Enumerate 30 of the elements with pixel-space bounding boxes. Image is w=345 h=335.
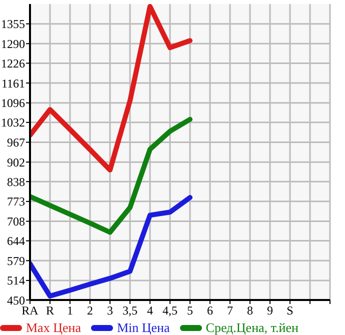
y-tick-label: 708	[7, 214, 25, 229]
y-tick-label: 1032	[1, 116, 25, 130]
legend-label: Min Цена	[116, 320, 170, 335]
y-tick-label: 1161	[1, 76, 25, 90]
y-tick-label: 1226	[1, 56, 25, 70]
x-tick-label: 7	[227, 304, 233, 318]
y-tick-label: 967	[7, 135, 25, 150]
y-tick-label: 773	[7, 194, 25, 209]
y-tick-label: 644	[7, 234, 25, 248]
legend-label: Max Цена	[25, 320, 81, 335]
legend-label: Сред.Цена, т.йен	[204, 320, 298, 335]
x-tick-label: 8	[247, 304, 253, 318]
y-tick-label: 514	[7, 274, 25, 288]
y-tick-label: 1096	[1, 96, 25, 110]
x-tick-label: 9	[267, 304, 273, 318]
x-tick-label: 5	[187, 304, 193, 318]
x-tick-label: 2	[87, 304, 93, 318]
x-tick-label: 3	[107, 304, 113, 318]
y-tick-label: 1290	[1, 36, 25, 51]
x-tick-label: 3,5	[122, 304, 138, 318]
y-tick-label: 838	[7, 174, 25, 189]
x-tick-label: R	[46, 304, 54, 318]
x-tick-label: 6	[207, 304, 213, 318]
y-tick-label: 579	[7, 254, 25, 268]
y-tick-label: 1355	[1, 17, 25, 32]
x-tick-label: 4	[147, 304, 153, 318]
x-tick-label: 4,5	[162, 304, 178, 318]
x-tick-label: 1	[67, 304, 73, 318]
y-tick-label: 902	[7, 155, 25, 170]
x-tick-label: S	[286, 304, 294, 318]
